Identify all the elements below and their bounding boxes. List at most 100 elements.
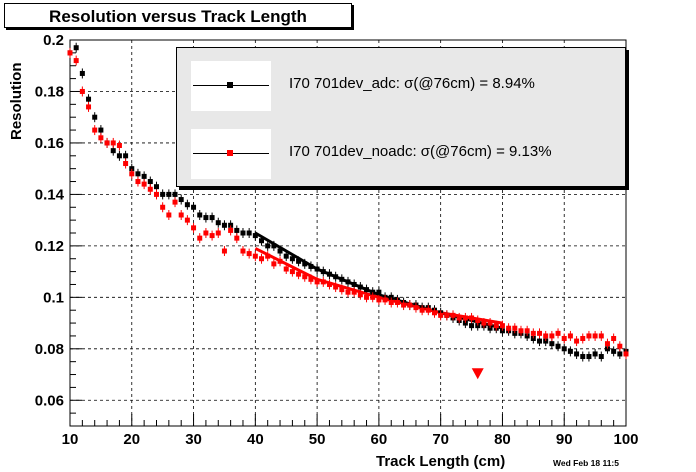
data-point <box>271 261 277 267</box>
data-point <box>135 171 141 177</box>
x-tick-label: 70 <box>432 431 449 448</box>
data-point <box>543 333 549 339</box>
data-point <box>567 348 573 354</box>
y-axis-label: Resolution <box>8 62 25 141</box>
data-point <box>592 351 598 357</box>
data-point <box>333 284 339 290</box>
data-point <box>116 153 122 159</box>
square-marker-icon <box>227 82 233 88</box>
data-point <box>240 230 246 236</box>
x-tick-label: 80 <box>494 431 511 448</box>
data-point <box>191 225 197 231</box>
data-point <box>221 222 227 228</box>
data-point <box>530 336 536 342</box>
data-point <box>147 186 153 192</box>
legend-label: I70 701dev_adc: σ(@76cm) = 8.94% <box>289 75 535 92</box>
data-point <box>586 333 592 339</box>
data-point <box>166 191 172 197</box>
data-point <box>191 204 197 210</box>
data-point <box>86 104 92 110</box>
data-point <box>246 230 252 236</box>
data-point <box>567 333 573 339</box>
data-point <box>283 266 289 272</box>
y-tick-label: 0.14 <box>35 186 65 203</box>
data-point <box>166 212 172 218</box>
data-point <box>351 281 357 287</box>
data-point <box>339 276 345 282</box>
data-point <box>234 235 240 241</box>
x-tick-label: 90 <box>556 431 573 448</box>
data-point <box>339 287 345 293</box>
data-point <box>265 243 271 249</box>
data-point <box>537 330 543 336</box>
data-point <box>73 58 79 64</box>
data-point <box>326 271 332 277</box>
data-point <box>469 323 475 329</box>
data-point <box>475 323 481 329</box>
data-point <box>462 320 468 326</box>
data-point <box>364 287 370 293</box>
data-point <box>611 348 617 354</box>
data-point <box>296 258 302 264</box>
data-point <box>512 330 518 336</box>
data-point <box>617 351 623 357</box>
data-point <box>203 230 209 236</box>
data-point <box>228 227 234 233</box>
data-point <box>376 297 382 303</box>
legend-swatch <box>191 129 271 179</box>
x-tick-label: 30 <box>185 431 202 448</box>
data-point <box>617 343 623 349</box>
data-point <box>580 354 586 360</box>
chart-title: Resolution versus Track Length <box>4 3 352 28</box>
data-point <box>314 279 320 285</box>
data-point <box>524 333 530 339</box>
data-point <box>481 320 487 326</box>
data-point <box>549 341 555 347</box>
data-point <box>79 88 85 94</box>
data-point <box>215 230 221 236</box>
legend-entry-noadc: I70 701dev_noadc: σ(@76cm) = 9.13% <box>191 129 611 179</box>
data-point <box>462 315 468 321</box>
data-point <box>123 153 129 159</box>
data-point <box>172 199 178 205</box>
data-point <box>172 191 178 197</box>
data-point <box>129 166 135 172</box>
data-point <box>215 220 221 226</box>
datestamp: Wed Feb 18 11:5 <box>553 458 619 468</box>
data-point <box>73 45 79 51</box>
data-point <box>598 354 604 360</box>
data-point <box>123 161 129 167</box>
data-point <box>561 336 567 342</box>
data-point <box>141 173 147 179</box>
x-tick-label: 10 <box>62 431 79 448</box>
data-point <box>296 271 302 277</box>
data-point <box>456 315 462 321</box>
data-point <box>376 289 382 295</box>
data-point <box>549 333 555 339</box>
data-point <box>160 204 166 210</box>
data-point <box>153 184 159 190</box>
x-tick-label: 40 <box>247 431 264 448</box>
x-tick-label: 60 <box>371 431 388 448</box>
data-point <box>444 312 450 318</box>
data-point <box>345 279 351 285</box>
data-point <box>487 325 493 331</box>
data-point <box>623 351 629 357</box>
data-point <box>530 330 536 336</box>
data-point <box>289 256 295 262</box>
data-point <box>419 307 425 313</box>
data-point <box>438 312 444 318</box>
data-point <box>431 310 437 316</box>
data-point <box>283 253 289 259</box>
data-point <box>209 215 215 221</box>
data-point <box>499 323 505 329</box>
data-point <box>604 346 610 352</box>
data-point <box>141 181 147 187</box>
data-point <box>580 336 586 342</box>
y-tick-label: 0.08 <box>35 341 64 358</box>
data-point <box>388 299 394 305</box>
data-point <box>506 325 512 331</box>
data-point <box>67 50 73 56</box>
data-point <box>598 333 604 339</box>
data-point <box>98 135 104 141</box>
